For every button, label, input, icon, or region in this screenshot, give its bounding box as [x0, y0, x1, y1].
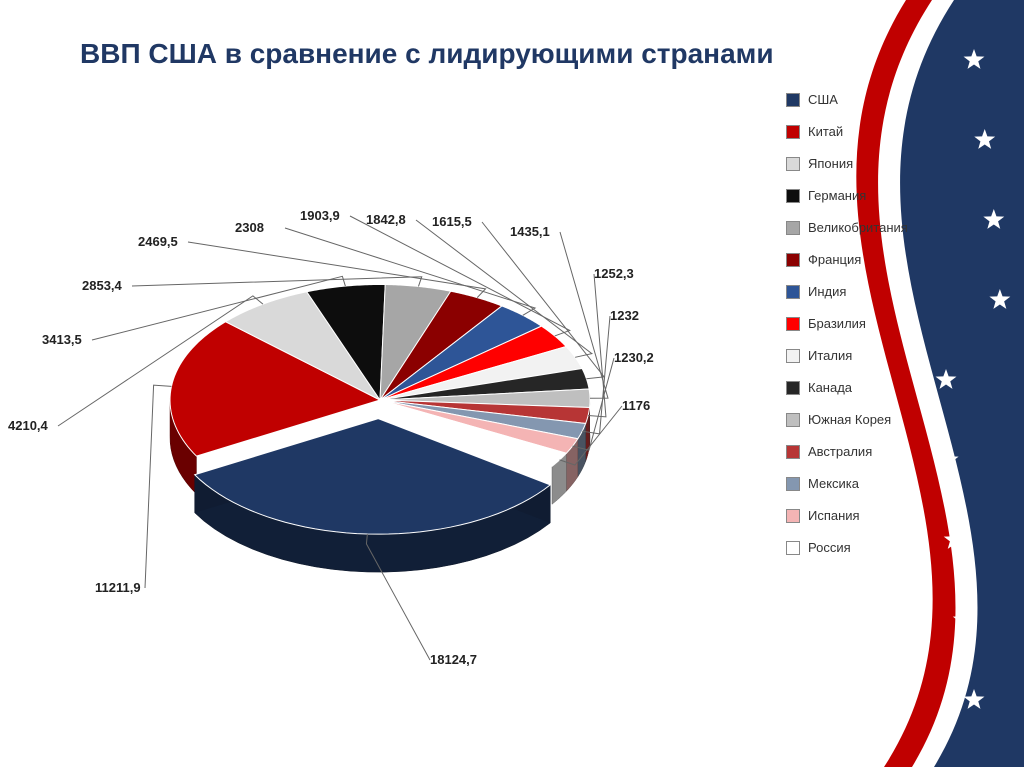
legend-label: Франция — [808, 252, 861, 267]
legend-item: Австралия — [786, 444, 936, 459]
legend-item: Италия — [786, 348, 936, 363]
legend-item: Южная Корея — [786, 412, 936, 427]
data-label: 1232 — [610, 308, 639, 323]
data-label: 1842,8 — [366, 212, 406, 227]
legend-swatch — [786, 413, 800, 427]
data-label: 18124,7 — [430, 652, 477, 667]
slide: ВВП США в сравнение с лидирующими страна… — [0, 0, 1024, 767]
legend-swatch — [786, 125, 800, 139]
leader-line — [366, 534, 430, 660]
decor-star — [936, 369, 957, 389]
data-label: 2469,5 — [138, 234, 178, 249]
decor-star — [953, 609, 974, 629]
legend-item: Канада — [786, 380, 936, 395]
data-label: 1230,2 — [614, 350, 654, 365]
legend-item: Индия — [786, 284, 936, 299]
legend-label: Бразилия — [808, 316, 866, 331]
data-label: 1615,5 — [432, 214, 472, 229]
legend-label: Германия — [808, 188, 866, 203]
legend-swatch — [786, 349, 800, 363]
legend-label: Канада — [808, 380, 852, 395]
legend-label: Россия — [808, 540, 851, 555]
legend-item: Франция — [786, 252, 936, 267]
pie-chart: 18124,711211,94210,43413,52853,42469,523… — [0, 100, 760, 640]
decor-star — [964, 49, 985, 69]
data-label: 1903,9 — [300, 208, 340, 223]
legend-swatch — [786, 445, 800, 459]
legend-swatch — [786, 509, 800, 523]
legend-item: Мексика — [786, 476, 936, 491]
legend-label: Испания — [808, 508, 860, 523]
legend-item: Германия — [786, 188, 936, 203]
legend-item: Россия — [786, 540, 936, 555]
legend-item: Бразилия — [786, 316, 936, 331]
page-title: ВВП США в сравнение с лидирующими страна… — [80, 38, 774, 70]
legend-item: Китай — [786, 124, 936, 139]
legend-item: Япония — [786, 156, 936, 171]
legend-item: США — [786, 92, 936, 107]
leader-line — [145, 385, 171, 588]
legend-label: Италия — [808, 348, 852, 363]
legend-label: Индия — [808, 284, 846, 299]
legend-label: Мексика — [808, 476, 859, 491]
legend-swatch — [786, 317, 800, 331]
decor-star — [983, 209, 1004, 229]
legend-swatch — [786, 157, 800, 171]
legend-swatch — [786, 253, 800, 267]
leader-line — [58, 296, 263, 426]
legend-item: Испания — [786, 508, 936, 523]
legend-swatch — [786, 477, 800, 491]
legend-swatch — [786, 381, 800, 395]
leader-line — [92, 276, 345, 340]
legend-label: США — [808, 92, 838, 107]
legend-label: Великобритания — [808, 220, 908, 235]
leader-line — [560, 232, 608, 398]
leader-line — [188, 242, 486, 298]
data-label: 3413,5 — [42, 332, 82, 347]
legend: США Китай Япония Германия Великобритания Фран… — [786, 92, 936, 572]
data-label: 2853,4 — [82, 278, 122, 293]
data-label: 2308 — [235, 220, 264, 235]
data-label: 1435,1 — [510, 224, 550, 239]
leader-line — [560, 406, 622, 465]
data-label: 4210,4 — [8, 418, 48, 433]
data-label: 11211,9 — [95, 580, 141, 595]
decor-star — [989, 289, 1010, 309]
leader-line — [573, 358, 614, 450]
legend-swatch — [786, 189, 800, 203]
legend-swatch — [786, 285, 800, 299]
decor-star — [938, 449, 959, 469]
legend-label: Южная Корея — [808, 412, 891, 427]
legend-label: Австралия — [808, 444, 872, 459]
data-label: 1176 — [622, 398, 650, 413]
legend-label: Япония — [808, 156, 853, 171]
legend-swatch — [786, 93, 800, 107]
decor-star — [964, 689, 985, 709]
data-label: 1252,3 — [594, 266, 634, 281]
decor-star — [944, 529, 965, 549]
legend-label: Китай — [808, 124, 843, 139]
leader-line — [132, 277, 422, 287]
decor-star — [974, 129, 995, 149]
leader-line — [416, 220, 592, 357]
legend-swatch — [786, 541, 800, 555]
legend-item: Великобритания — [786, 220, 936, 235]
legend-swatch — [786, 221, 800, 235]
